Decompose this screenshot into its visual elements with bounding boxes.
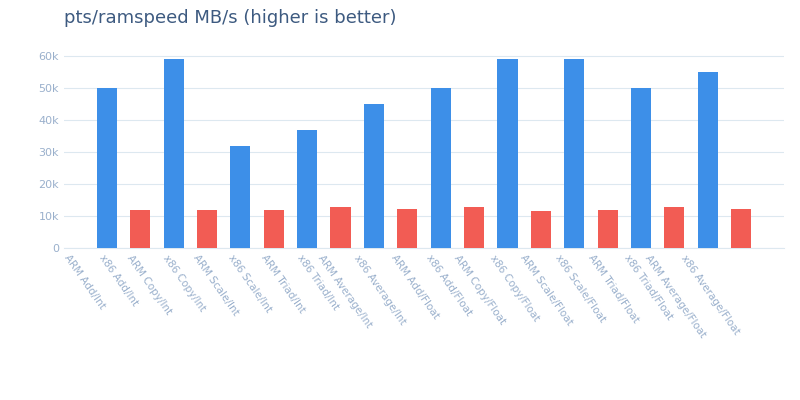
- Bar: [230, 146, 250, 248]
- Bar: [464, 207, 484, 248]
- Bar: [698, 72, 718, 248]
- Bar: [330, 207, 350, 248]
- Bar: [631, 88, 651, 248]
- Bar: [430, 88, 450, 248]
- Bar: [97, 88, 117, 248]
- Bar: [163, 59, 183, 248]
- Bar: [130, 210, 150, 248]
- Bar: [564, 59, 584, 248]
- Bar: [498, 59, 518, 248]
- Bar: [731, 209, 751, 248]
- Bar: [665, 207, 685, 248]
- Bar: [398, 209, 418, 248]
- Bar: [531, 211, 551, 248]
- Bar: [264, 210, 284, 248]
- Bar: [297, 130, 317, 248]
- Bar: [598, 210, 618, 248]
- Bar: [364, 104, 384, 248]
- Bar: [197, 210, 217, 248]
- Text: pts/ramspeed MB/s (higher is better): pts/ramspeed MB/s (higher is better): [64, 9, 397, 27]
